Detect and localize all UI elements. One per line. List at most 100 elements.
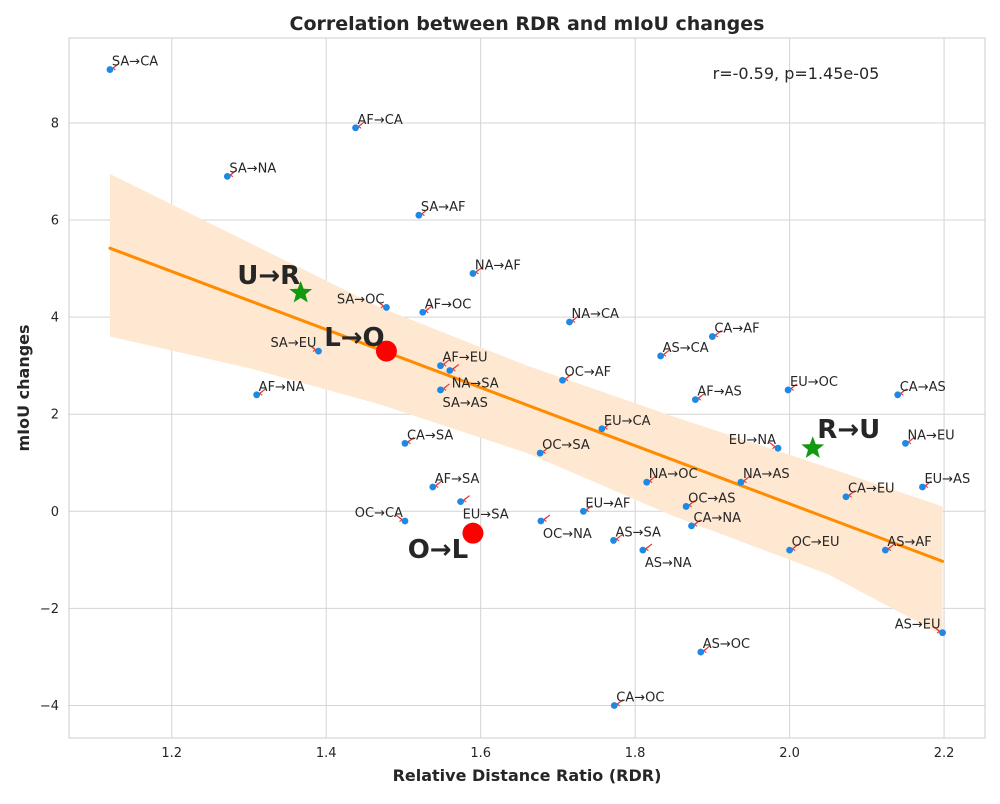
data-point-label: OC→AS xyxy=(688,491,735,506)
data-point-label: AF→AS xyxy=(697,385,741,400)
data-point xyxy=(401,439,409,447)
y-tick-label: −4 xyxy=(40,699,59,714)
x-axis-label: Relative Distance Ratio (RDR) xyxy=(393,766,662,785)
data-point-label: EU→AS xyxy=(924,472,970,487)
data-point-label: AF→CA xyxy=(358,113,403,128)
data-point xyxy=(446,367,454,374)
special-point-label: O→L xyxy=(408,535,468,565)
data-point xyxy=(737,478,745,486)
data-point-label: NA→AS xyxy=(743,467,790,482)
special-star-marker xyxy=(801,436,825,458)
regression-line-layer xyxy=(108,246,945,563)
data-point xyxy=(559,376,566,384)
data-point-label: SA→OC xyxy=(337,292,385,307)
y-tick-label: 2 xyxy=(51,408,59,423)
data-point-label: CA→AF xyxy=(714,322,759,337)
data-point xyxy=(598,425,606,433)
plot-frame xyxy=(68,37,986,739)
data-point xyxy=(419,308,427,316)
data-point xyxy=(774,444,782,452)
special-point-label: R→U xyxy=(817,415,880,445)
data-point-label: SA→EU xyxy=(270,336,316,351)
data-point xyxy=(786,546,793,554)
data-point xyxy=(469,270,477,277)
data-point xyxy=(253,391,261,399)
data-point-label: OC→EU xyxy=(792,535,840,550)
data-point-label: CA→EU xyxy=(848,482,895,497)
data-point xyxy=(902,439,909,447)
data-point-label: SA→NA xyxy=(229,161,276,176)
y-axis-label: mIoU changes xyxy=(14,324,33,451)
data-point-label: AS→CA xyxy=(663,341,709,356)
data-point-label: EU→OC xyxy=(790,375,838,390)
data-point-label: AS→SA xyxy=(616,525,662,540)
point-labels-layer: SA→CA AF→CA SA→NA SA→AF NA→AF SA→OC AF→OC NA→CA… xyxy=(112,55,970,706)
data-point xyxy=(784,386,792,394)
data-point xyxy=(639,546,647,554)
data-point xyxy=(688,522,695,530)
data-point xyxy=(223,172,231,180)
data-point xyxy=(383,304,390,311)
data-point-label: EU→SA xyxy=(463,508,509,523)
special-point-label: L→O xyxy=(324,323,384,353)
special-circle-marker xyxy=(375,340,397,362)
regression-line xyxy=(108,246,945,563)
chart-title: Correlation between RDR and mIoU changes xyxy=(290,13,765,35)
data-point-label: AS→EU xyxy=(895,618,941,633)
data-point xyxy=(894,391,902,399)
data-point-label: AS→NA xyxy=(645,556,692,571)
y-tick-label: 0 xyxy=(51,505,59,520)
data-point xyxy=(566,318,573,326)
data-point-label: OC→AF xyxy=(565,365,612,380)
y-tick-label: 8 xyxy=(51,116,59,131)
data-point-label: OC→SA xyxy=(542,438,590,453)
data-point xyxy=(697,648,705,656)
data-point-label: NA→AF xyxy=(475,258,521,273)
tick-labels-layer: 1.2 1.4 1.6 1.8 2.0 2.2 −4 −2 0 2 4 6 8 xyxy=(40,116,955,761)
x-tick-label: 1.6 xyxy=(470,746,491,761)
data-point xyxy=(106,66,114,73)
special-circle-marker xyxy=(462,522,484,544)
x-tick-label: 1.4 xyxy=(316,746,337,761)
data-point-label: NA→SA xyxy=(452,377,499,392)
x-tick-label: 1.2 xyxy=(161,746,182,761)
data-point-label: AF→NA xyxy=(259,380,305,395)
data-point-label: CA→SA xyxy=(407,428,453,443)
data-point-label: EU→NA xyxy=(729,433,776,448)
data-point xyxy=(881,546,889,554)
x-tick-label: 1.8 xyxy=(625,746,646,761)
data-point-label: SA→AF xyxy=(421,200,466,215)
data-point xyxy=(682,503,690,510)
y-tick-label: −2 xyxy=(40,602,59,617)
data-point-label: EU→AF xyxy=(585,496,630,511)
data-point-label: EU→CA xyxy=(604,414,651,429)
special-star-marker xyxy=(289,280,313,303)
data-point xyxy=(401,517,409,525)
data-point xyxy=(429,483,437,491)
data-point xyxy=(415,211,423,219)
data-point xyxy=(579,507,587,515)
data-point xyxy=(842,493,850,501)
data-point-label: AF→SA xyxy=(435,472,480,487)
x-tick-label: 2.2 xyxy=(934,746,955,761)
data-point-label: OC→CA xyxy=(355,506,403,521)
data-point-label: AF→OC xyxy=(425,297,472,312)
data-point xyxy=(610,702,618,709)
data-point-label: NA→EU xyxy=(907,428,954,443)
data-point-label: AF→EU xyxy=(442,351,487,366)
data-point xyxy=(537,517,545,525)
data-point xyxy=(691,396,699,404)
data-point xyxy=(708,333,716,340)
data-point xyxy=(315,347,322,355)
data-point xyxy=(536,449,544,457)
data-point-label: OC→NA xyxy=(543,527,592,542)
correlation-stats-text: r=-0.59, p=1.45e-05 xyxy=(713,64,880,83)
data-point xyxy=(643,478,651,486)
special-points-layer: U→R L→O O→L R→U xyxy=(237,261,880,565)
data-point-label: AS→OC xyxy=(703,637,750,652)
data-point-label: NA→CA xyxy=(571,307,619,322)
data-point xyxy=(657,352,665,360)
data-point xyxy=(610,537,617,544)
